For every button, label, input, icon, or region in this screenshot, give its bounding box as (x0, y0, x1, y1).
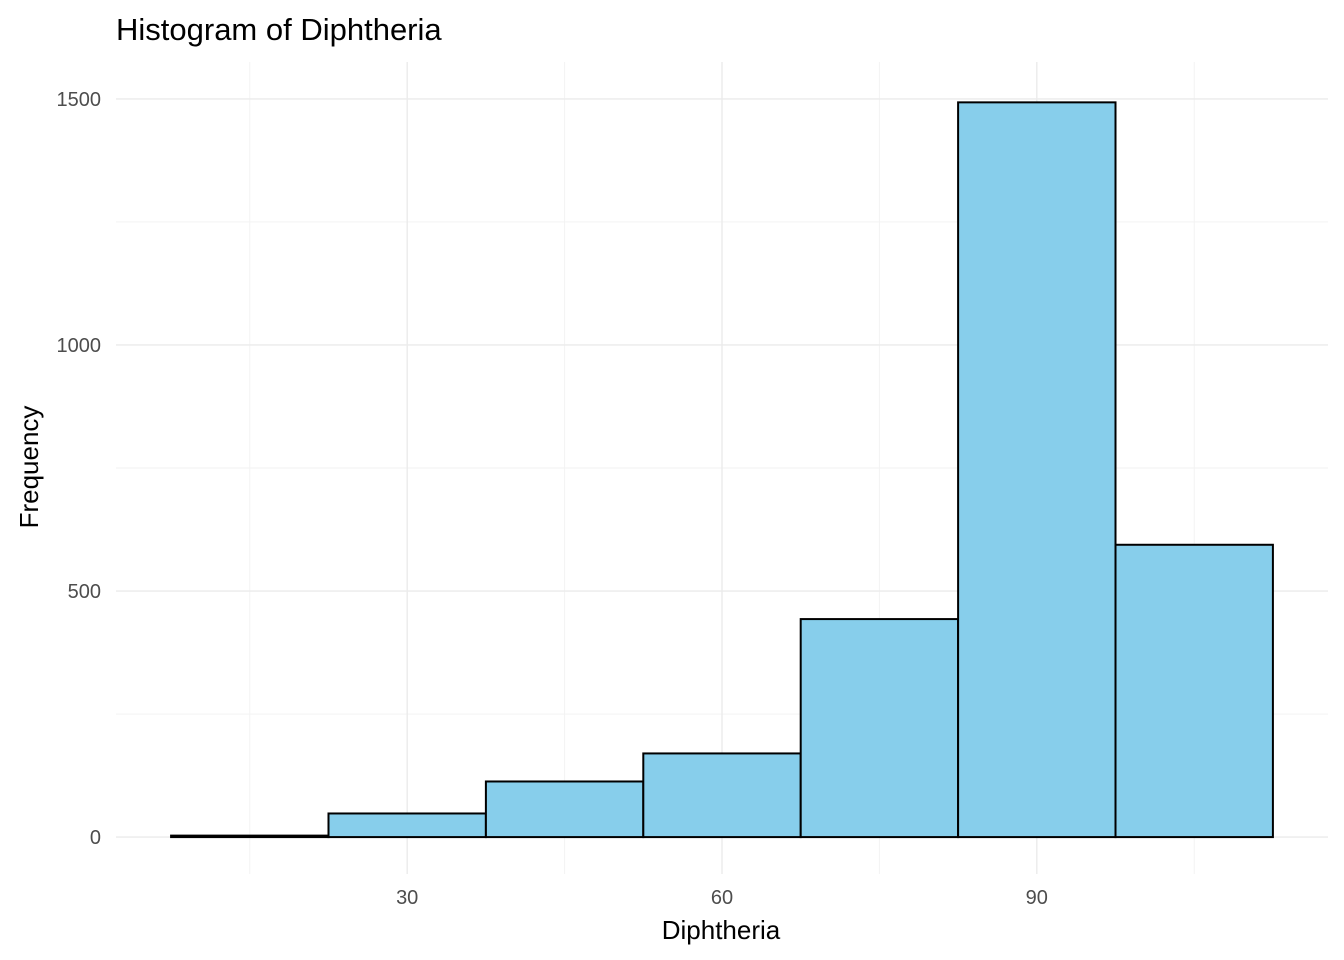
y-tick-label: 1500 (57, 89, 102, 111)
x-axis-title: Diphtheria (662, 915, 781, 945)
y-tick-label: 1000 (57, 335, 102, 357)
x-axis-ticks: 30 60 90 (396, 887, 1048, 909)
histogram-bar (327, 812, 487, 839)
chart-title: Histogram of Diphtheria (116, 12, 442, 47)
histogram-bar (484, 780, 645, 839)
y-tick-label: 0 (90, 827, 101, 849)
histogram-bar (642, 752, 802, 839)
y-tick-label: 500 (68, 581, 101, 603)
histogram-bar (957, 101, 1117, 839)
histogram-bars (170, 101, 1274, 839)
histogram-bar (170, 834, 330, 839)
x-tick-label: 60 (711, 887, 733, 909)
histogram-bar (1114, 543, 1274, 839)
x-tick-label: 90 (1026, 887, 1048, 909)
histogram-bar (799, 618, 960, 839)
y-axis-ticks: 0 500 1000 1500 (57, 89, 102, 849)
x-tick-label: 30 (396, 887, 418, 909)
y-axis-title: Frequency (14, 406, 44, 529)
